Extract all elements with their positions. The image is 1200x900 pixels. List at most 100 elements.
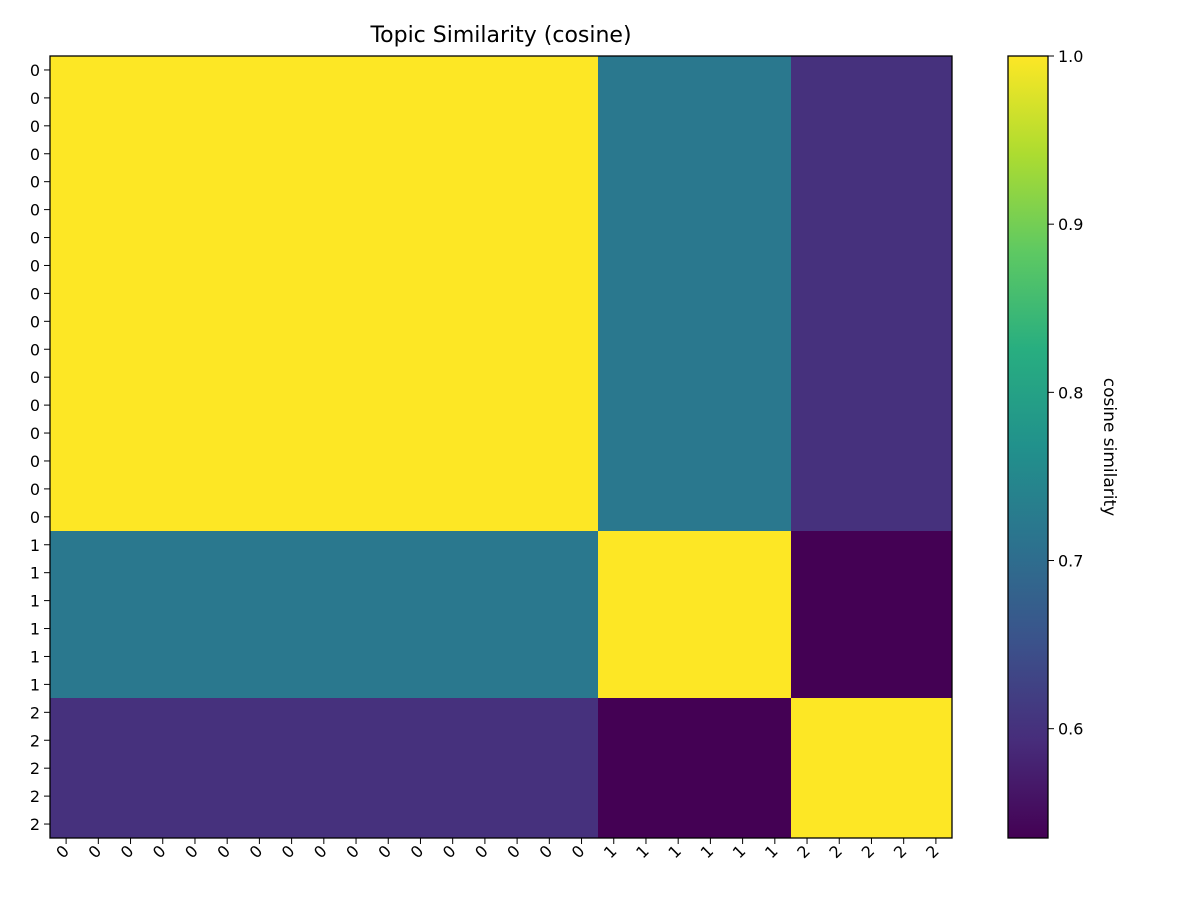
heatmap-cell xyxy=(501,224,534,253)
heatmap-cell xyxy=(694,307,728,336)
heatmap-cell xyxy=(82,391,115,420)
heatmap-cell xyxy=(308,252,341,280)
x-tick-label: 2 xyxy=(922,841,943,862)
heatmap-cell xyxy=(533,754,566,783)
heatmap-cell xyxy=(598,559,631,588)
heatmap-cell xyxy=(469,56,502,85)
heatmap-cell xyxy=(308,615,341,644)
heatmap-cell xyxy=(533,615,566,644)
heatmap-cell xyxy=(727,782,760,811)
heatmap-cell xyxy=(147,112,180,141)
x-tick-label: 1 xyxy=(729,841,750,862)
heatmap-cell xyxy=(179,587,212,616)
heatmap-cell xyxy=(211,670,244,699)
heatmap-cell xyxy=(179,447,212,476)
colorbar xyxy=(1007,55,1049,839)
heatmap-cell xyxy=(501,419,534,448)
heatmap-cell xyxy=(630,307,663,336)
heatmap-cell xyxy=(308,670,341,699)
heatmap-cell xyxy=(630,196,663,225)
heatmap-cell xyxy=(759,670,792,699)
heatmap-cell xyxy=(565,726,599,755)
heatmap-cell xyxy=(501,307,534,336)
heatmap-cell xyxy=(147,419,180,448)
heatmap-cell xyxy=(888,810,921,839)
heatmap-cell xyxy=(179,224,212,253)
heatmap-cell xyxy=(437,726,470,755)
heatmap-cell xyxy=(855,670,889,699)
heatmap-cell xyxy=(437,447,470,476)
heatmap-cell xyxy=(404,447,438,476)
heatmap-cell xyxy=(243,615,277,644)
heatmap-cell xyxy=(791,615,824,644)
heatmap-cell xyxy=(888,475,921,504)
heatmap-cell xyxy=(694,670,728,699)
heatmap-cell xyxy=(82,698,115,727)
heatmap-cell xyxy=(147,196,180,225)
heatmap-cell xyxy=(759,698,792,727)
heatmap-cell xyxy=(437,643,470,671)
heatmap-cell xyxy=(276,643,309,671)
heatmap-cell xyxy=(437,587,470,616)
heatmap-cell xyxy=(50,224,83,253)
heatmap-cell xyxy=(501,252,534,280)
heatmap-cell xyxy=(920,363,953,392)
heatmap-cell xyxy=(565,224,599,253)
heatmap-cell xyxy=(340,363,373,392)
heatmap-cell xyxy=(920,615,953,644)
heatmap-cell xyxy=(791,224,824,253)
heatmap-cell xyxy=(501,726,534,755)
heatmap-cell xyxy=(372,726,405,755)
heatmap-cell xyxy=(791,447,824,476)
y-tick-label: 0 xyxy=(30,424,40,443)
colorbar-ticks: 0.6 0.7 0.8 0.9 1.0 xyxy=(1048,47,1083,739)
x-tick-label: 0 xyxy=(117,841,138,862)
heatmap-cell xyxy=(404,587,438,616)
heatmap-cell xyxy=(469,419,502,448)
heatmap-cell xyxy=(759,559,792,588)
heatmap-cell xyxy=(727,84,760,113)
heatmap-cell xyxy=(662,615,695,644)
heatmap-cell xyxy=(404,391,438,420)
heatmap-cell xyxy=(727,140,760,169)
heatmap-cell xyxy=(888,279,921,308)
heatmap-cell xyxy=(501,447,534,476)
heatmap-cell xyxy=(501,196,534,225)
heatmap-cell xyxy=(855,140,889,169)
heatmap-cell xyxy=(501,112,534,141)
heatmap-cell xyxy=(404,363,438,392)
y-tick-label: 0 xyxy=(30,61,40,80)
heatmap-cell xyxy=(469,782,502,811)
heatmap-cell xyxy=(791,559,824,588)
heatmap-cell xyxy=(114,140,148,169)
heatmap-cell xyxy=(114,810,148,839)
heatmap-cell xyxy=(114,559,148,588)
heatmap-cell xyxy=(404,196,438,225)
heatmap-cell xyxy=(727,615,760,644)
heatmap-cell xyxy=(340,615,373,644)
colorbar-tick-label: 0.6 xyxy=(1058,720,1083,739)
heatmap-cell xyxy=(888,196,921,225)
heatmap-cell xyxy=(565,307,599,336)
heatmap-cell xyxy=(147,754,180,783)
y-tick-label: 0 xyxy=(30,368,40,387)
heatmap-cell xyxy=(598,615,631,644)
heatmap-cell xyxy=(598,84,631,113)
heatmap-cell xyxy=(114,419,148,448)
heatmap-cell xyxy=(147,224,180,253)
heatmap-cell xyxy=(823,279,856,308)
x-tick-label: 0 xyxy=(181,841,202,862)
heatmap-cell xyxy=(920,531,953,560)
heatmap-cell xyxy=(855,307,889,336)
heatmap-cell xyxy=(308,726,341,755)
heatmap-cell xyxy=(50,698,83,727)
heatmap-cell xyxy=(630,335,663,364)
heatmap-cell xyxy=(823,726,856,755)
heatmap-cell xyxy=(243,363,277,392)
heatmap-cell xyxy=(791,279,824,308)
heatmap-cell xyxy=(694,419,728,448)
heatmap-cell xyxy=(82,531,115,560)
heatmap-cell xyxy=(340,698,373,727)
heatmap-cell xyxy=(694,56,728,85)
heatmap-cell xyxy=(727,810,760,839)
